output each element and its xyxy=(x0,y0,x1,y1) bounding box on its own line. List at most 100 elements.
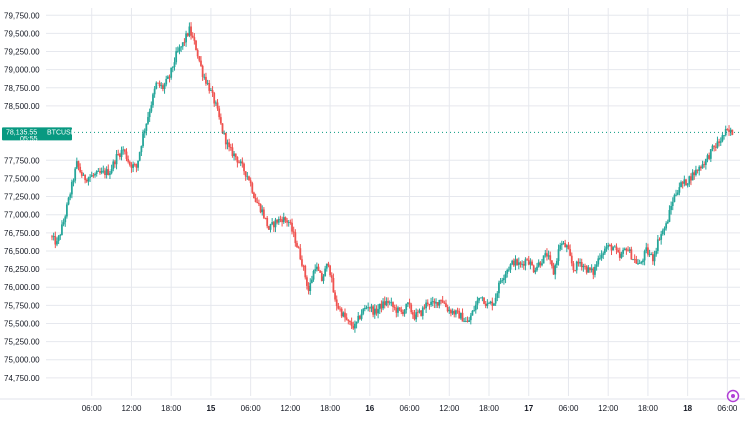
candle-body xyxy=(701,164,704,169)
candle-body xyxy=(458,310,461,319)
candle-body xyxy=(226,142,229,145)
candle-body xyxy=(368,307,371,309)
candle-body xyxy=(504,273,507,279)
candle-body xyxy=(428,303,431,305)
candle-body xyxy=(294,232,297,244)
candle-body xyxy=(729,129,732,132)
candle-body xyxy=(400,309,403,312)
candle-body xyxy=(142,133,144,147)
candle-body xyxy=(459,312,462,319)
candle-body xyxy=(632,259,634,261)
candle-body xyxy=(138,152,141,161)
price-axis[interactable]: 79,750.00 79,500.00 79,250.00 79,000.00 78,7… xyxy=(4,11,40,383)
candle-body xyxy=(180,46,183,48)
candle-body xyxy=(397,307,399,313)
candle-body xyxy=(423,307,426,309)
candle-body xyxy=(648,254,651,256)
candle-body xyxy=(236,156,239,163)
candle-body xyxy=(114,161,116,165)
candle-body xyxy=(115,154,118,165)
candle-body xyxy=(358,315,361,319)
candle-body xyxy=(208,83,211,91)
candle-body xyxy=(635,259,638,264)
candle-body xyxy=(713,145,716,147)
time-tick-label: 18 xyxy=(683,404,692,413)
candle-body xyxy=(262,209,265,218)
candle-body xyxy=(468,320,471,322)
candle-body xyxy=(678,187,681,193)
candle-body xyxy=(506,269,509,274)
candle-body xyxy=(638,263,641,264)
candle-body xyxy=(512,260,515,266)
candle-body xyxy=(612,247,615,251)
candle-body xyxy=(163,84,166,90)
time-axis[interactable]: 06:00 12:00 18:00 15 06:00 12:00 18:00 16 06:00 1… xyxy=(0,398,745,413)
candle-body xyxy=(403,310,406,315)
candle-body xyxy=(344,312,346,318)
candle-body xyxy=(541,263,543,266)
candle-body xyxy=(314,269,317,272)
candle-body xyxy=(496,293,499,298)
candle-body xyxy=(676,192,679,195)
candle-body xyxy=(392,302,394,307)
candle-body xyxy=(402,311,404,315)
candle-body xyxy=(680,182,682,188)
candle-body xyxy=(84,174,87,180)
candle-body xyxy=(726,129,729,130)
candle-body xyxy=(75,161,78,169)
candle-body xyxy=(552,265,555,275)
candle-body xyxy=(653,254,656,262)
candle-body xyxy=(731,129,734,135)
settings-logo-icon[interactable] xyxy=(726,389,740,403)
candle-body xyxy=(291,222,293,232)
candle-body xyxy=(320,272,323,281)
candle-body xyxy=(455,310,457,315)
candle-body xyxy=(546,253,548,257)
candle-body xyxy=(416,312,419,314)
candle-body xyxy=(173,62,176,67)
candle-body xyxy=(600,255,603,258)
price-tick-label: 76,000.00 xyxy=(4,283,40,292)
price-tick-label: 79,250.00 xyxy=(4,48,40,57)
candle-body xyxy=(617,249,620,253)
candle-body xyxy=(287,222,290,223)
candle-body xyxy=(175,51,178,63)
candle-body xyxy=(334,292,336,300)
candle-body xyxy=(516,259,519,266)
candle-body xyxy=(198,56,201,61)
candle-body xyxy=(623,248,626,250)
candle-body xyxy=(213,92,216,104)
candle-body xyxy=(258,203,260,204)
candle-body xyxy=(658,239,661,241)
candle-body xyxy=(645,247,648,252)
candle-body xyxy=(625,248,628,251)
candle-body xyxy=(695,169,697,176)
candle-body xyxy=(537,262,540,267)
price-tick-label: 75,500.00 xyxy=(4,319,40,328)
candle-body xyxy=(666,221,669,224)
candle-body xyxy=(117,154,120,155)
candle-body xyxy=(380,303,383,309)
candle-body xyxy=(411,312,414,315)
candle-body xyxy=(190,26,192,36)
candle-body xyxy=(301,259,303,266)
candle-body xyxy=(555,261,558,265)
candle-body xyxy=(435,302,437,304)
candle-body xyxy=(390,302,393,304)
candle-body xyxy=(433,301,436,304)
candle-body xyxy=(234,153,237,157)
candle-body xyxy=(289,222,292,223)
candle-body xyxy=(620,253,623,258)
candle-body xyxy=(704,159,707,165)
candle-body xyxy=(211,90,214,93)
candle-body xyxy=(97,171,100,172)
candle-body xyxy=(297,247,300,249)
candle-body xyxy=(354,323,356,329)
candle-body xyxy=(640,262,643,264)
candle-body xyxy=(282,217,285,223)
candle-body xyxy=(112,161,115,170)
tv-logo-icon[interactable] xyxy=(726,389,740,403)
candle-body xyxy=(378,303,381,310)
